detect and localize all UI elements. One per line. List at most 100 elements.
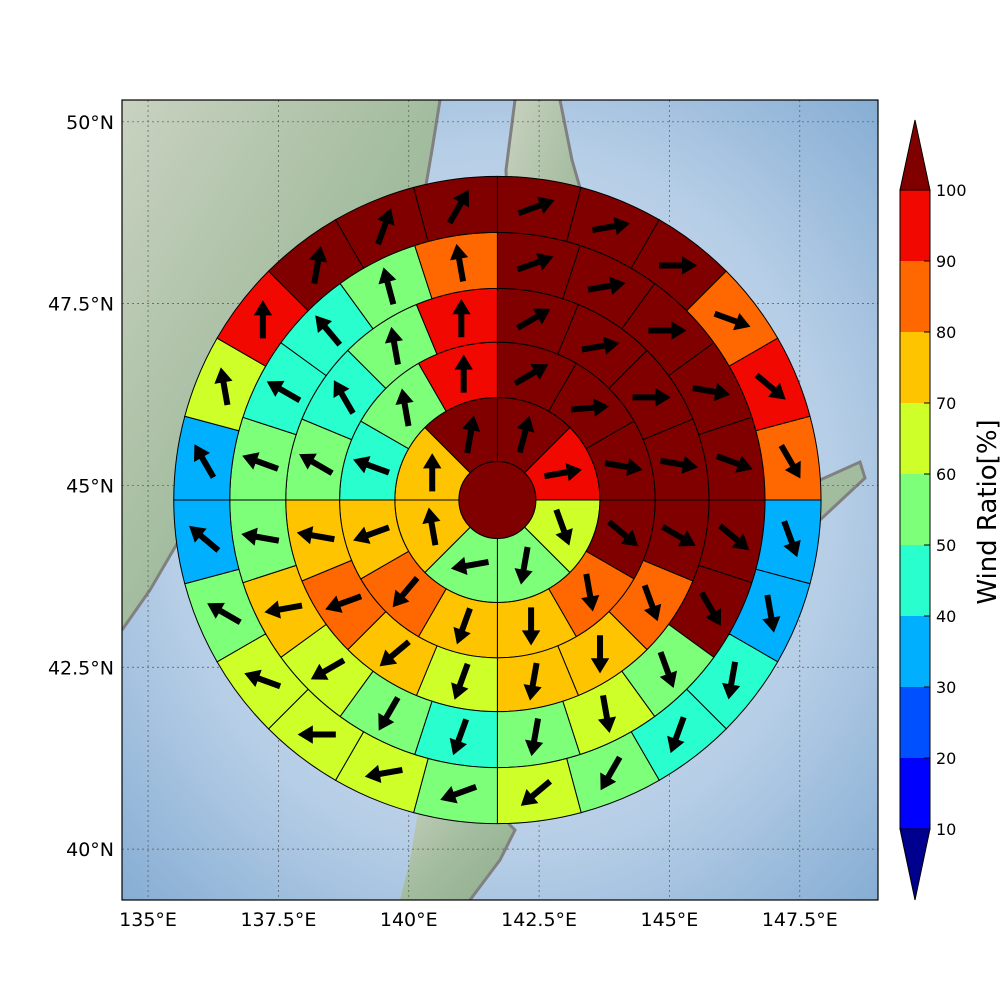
colorbar-bin — [900, 474, 930, 545]
wind-arrow — [517, 196, 555, 217]
colorbar-tick-label: 60 — [936, 465, 956, 484]
lat-tick-label: 45°N — [66, 475, 114, 497]
wind-arrow — [581, 336, 620, 355]
wind-arrow — [242, 452, 280, 472]
colorbar-border — [899, 189, 931, 830]
wind-arrow — [333, 380, 356, 415]
ring-sector — [755, 499, 822, 585]
colorbar-under-extension — [899, 828, 931, 901]
wind-arrow — [454, 354, 473, 393]
colorbar-bin — [900, 545, 930, 616]
wind-arrow — [762, 594, 781, 633]
wind-arrow — [378, 696, 401, 731]
wind-arrow — [447, 189, 470, 225]
wind-arrow — [525, 718, 544, 757]
wind-arrow — [713, 310, 751, 331]
wind-arrow — [641, 584, 662, 622]
wind-arrows — [189, 189, 801, 806]
wind-arrow — [241, 527, 280, 546]
map-frame — [121, 99, 879, 901]
colorbar-bin — [900, 403, 930, 474]
colorbar-bin — [900, 261, 930, 332]
wind-arrow — [422, 507, 441, 546]
ring-sector — [496, 175, 582, 243]
wind-arrow — [189, 525, 221, 553]
wind-arrow — [299, 453, 334, 476]
ring-grid — [173, 175, 822, 825]
wind-arrow — [754, 372, 786, 400]
wind-arrow — [194, 444, 217, 479]
wind-arrow — [515, 308, 551, 331]
ring-sector — [413, 757, 498, 825]
lon-tick-labels: 135°E 137.5°E 140°E 142.5°E 145°E 147.5°E — [119, 909, 838, 931]
wind-arrow — [353, 524, 390, 544]
wind-arrow — [266, 380, 302, 404]
wind-arrow — [722, 661, 741, 700]
wind-arrow — [378, 267, 397, 306]
colorbar-tick-label: 50 — [936, 536, 956, 555]
wind-arrow — [453, 607, 473, 645]
wind-arrow — [587, 276, 626, 295]
wind-arrow — [310, 657, 346, 680]
wind-arrow — [253, 300, 273, 339]
wind-arrow — [296, 526, 335, 545]
wind-arrow — [699, 591, 722, 626]
colorbar-bin — [900, 616, 930, 687]
colorbar-tick-label: 30 — [936, 678, 956, 697]
wind-arrow — [667, 716, 687, 754]
wind-arrow — [657, 651, 678, 689]
wind-arrow — [392, 576, 420, 608]
ring-sector — [173, 415, 240, 501]
wind-arrow — [718, 523, 750, 551]
wind-arrow — [692, 382, 731, 402]
wind-arrow — [581, 573, 600, 612]
colorbar-bin — [900, 332, 930, 403]
wind-arrow — [570, 398, 610, 417]
colorbar-bin — [900, 190, 930, 261]
colorbar-label: Wind Ratio[%] — [973, 419, 1000, 604]
colorbar-tick-label: 100 — [936, 181, 967, 200]
wind-arrow — [450, 556, 490, 576]
lat-tick-label: 40°N — [66, 839, 114, 861]
wind-arrow — [520, 778, 553, 806]
lat-tick-labels: 40°N 42.5°N 45°N 47.5°N 50°N — [48, 112, 114, 861]
wind-arrow — [379, 639, 411, 667]
wind-arrow — [715, 453, 753, 473]
colorbar-tick-label: 90 — [936, 252, 956, 271]
wind-arrow — [661, 524, 696, 547]
wind-arrow — [353, 456, 390, 476]
wind-arrow — [604, 458, 643, 477]
wind-arrow — [781, 520, 801, 558]
colorbar-bin — [900, 758, 930, 829]
colorbar-tick-label: 80 — [936, 323, 956, 342]
lat-tick-label: 42.5°N — [48, 657, 114, 679]
wind-arrow — [597, 694, 617, 733]
wind-arrow — [325, 593, 363, 613]
wind-arrow — [297, 725, 336, 744]
wind-arrow — [523, 662, 542, 701]
wind-arrow — [658, 256, 698, 275]
colorbar-over-extension — [899, 119, 931, 191]
wind-arrow — [778, 443, 801, 479]
wind-arrow — [449, 718, 470, 756]
wind-arrow — [450, 243, 469, 282]
wind-arrow — [214, 367, 233, 406]
wind-arrow — [648, 321, 687, 340]
wind-arrow — [451, 662, 471, 700]
wind-arrow — [521, 607, 541, 646]
wind-arrow — [600, 755, 623, 791]
lon-tick-label: 147.5°E — [762, 909, 838, 931]
wind-arrow — [375, 208, 395, 246]
colorbar-tick-label: 70 — [936, 394, 956, 413]
colorbar: 10 20 30 40 50 60 70 80 90 100 — [899, 119, 967, 901]
wind-arrow — [590, 635, 610, 674]
lon-tick-label: 137.5°E — [240, 909, 316, 931]
wind-arrow — [632, 388, 671, 407]
lon-tick-label: 145°E — [641, 909, 699, 931]
wind-arrow — [244, 669, 282, 690]
wind-arrow — [659, 455, 699, 474]
wind-arrow — [395, 388, 414, 427]
wind-arrow — [513, 363, 549, 387]
lat-tick-label: 50°N — [66, 112, 114, 134]
wind-arrow — [309, 245, 328, 285]
